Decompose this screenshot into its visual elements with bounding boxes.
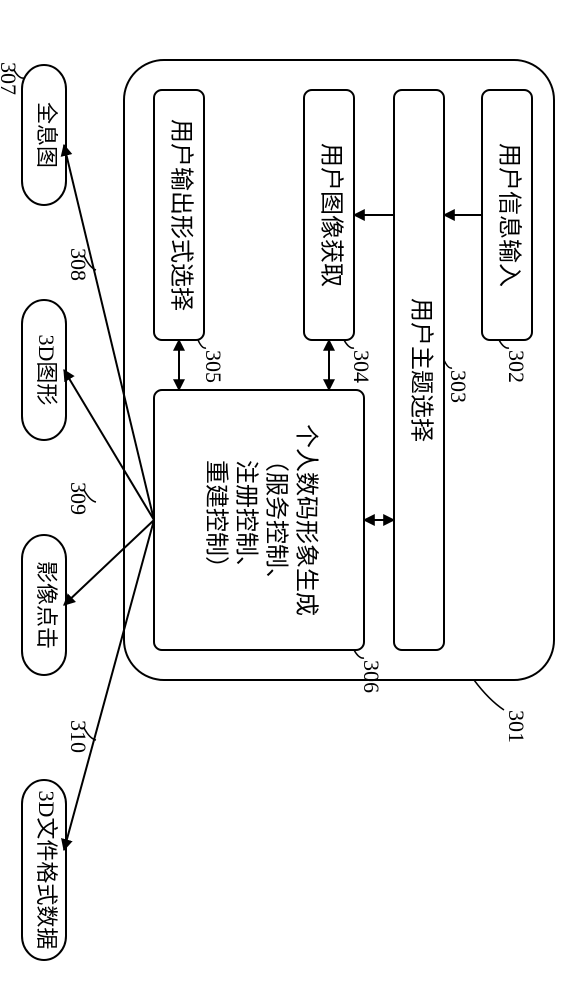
svg-text:310: 310 — [66, 720, 91, 753]
svg-text:用户主题选择: 用户主题选择 — [407, 298, 434, 442]
svg-text:305: 305 — [201, 350, 226, 383]
svg-text:301: 301 — [504, 710, 529, 743]
svg-text:个人数码形象生成: 个人数码形象生成 — [292, 424, 319, 616]
svg-text:全息图: 全息图 — [34, 102, 59, 168]
svg-text:3D图形: 3D图形 — [34, 335, 59, 406]
svg-text:用户输出形式选择: 用户输出形式选择 — [167, 119, 194, 311]
svg-text:注册控制、: 注册控制、 — [232, 460, 259, 580]
svg-text:302: 302 — [504, 350, 529, 383]
diagram-canvas: 301 用户信息输入 302 用户主题选择 303 用户图像获取 304 用户输出形式选择 30… — [0, 0, 574, 1000]
svg-text:用户信息输入: 用户信息输入 — [495, 143, 522, 287]
svg-text:306: 306 — [359, 660, 384, 693]
svg-text:304: 304 — [349, 350, 374, 383]
svg-text:（服务控制、: （服务控制、 — [262, 448, 289, 592]
svg-text:309: 309 — [66, 482, 91, 515]
svg-text:308: 308 — [66, 248, 91, 281]
svg-text:影像点击: 影像点击 — [34, 561, 59, 649]
svg-text:3D文件格式数据: 3D文件格式数据 — [34, 791, 59, 950]
svg-text:307: 307 — [0, 62, 21, 95]
svg-text:用户图像获取: 用户图像获取 — [317, 143, 344, 287]
svg-text:303: 303 — [446, 370, 471, 403]
svg-text:重建控制）: 重建控制） — [202, 460, 229, 580]
